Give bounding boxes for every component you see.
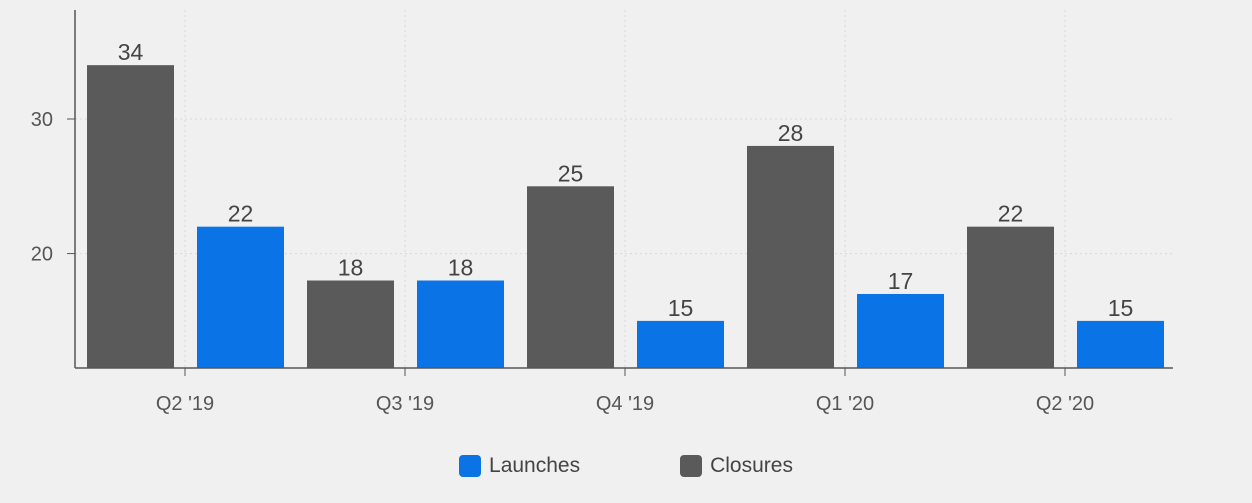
legend-swatch-launches [459, 455, 482, 477]
bar-closures [967, 226, 1054, 368]
data-label: 22 [228, 201, 254, 227]
bar-launches [417, 280, 504, 368]
bar-launches [197, 226, 284, 368]
data-label: 18 [448, 255, 474, 281]
legend-item-launches: Launches [459, 454, 580, 478]
data-label: 15 [1108, 295, 1134, 321]
y-tick-label: 20 [31, 244, 53, 266]
x-tick-label: Q4 '19 [596, 393, 654, 415]
data-label: 28 [778, 120, 804, 146]
data-label: 25 [558, 160, 584, 186]
data-label: 18 [338, 255, 364, 281]
chart-legend: Launches Closures [0, 450, 1252, 482]
legend-swatch-closures [680, 455, 703, 477]
x-tick-label: Q2 '20 [1036, 393, 1094, 415]
bar-closures [307, 280, 394, 368]
y-tick-label: 30 [31, 109, 53, 131]
bar-launches [857, 293, 944, 368]
bar-closures [747, 145, 834, 368]
data-label: 15 [668, 295, 694, 321]
data-label: 22 [998, 201, 1024, 227]
bar-launches [1077, 320, 1164, 368]
data-label: 17 [888, 268, 914, 294]
bar-closures [527, 186, 614, 368]
legend-label-closures: Closures [710, 454, 793, 477]
x-tick-label: Q3 '19 [376, 393, 434, 415]
data-label: 34 [118, 39, 144, 65]
legend-label-launches: Launches [489, 454, 581, 477]
x-tick-label: Q2 '19 [156, 393, 214, 415]
bar-closures [87, 65, 174, 368]
x-tick-label: Q1 '20 [816, 393, 874, 415]
legend-item-closures: Closures [680, 454, 793, 478]
bar-launches [637, 320, 724, 368]
